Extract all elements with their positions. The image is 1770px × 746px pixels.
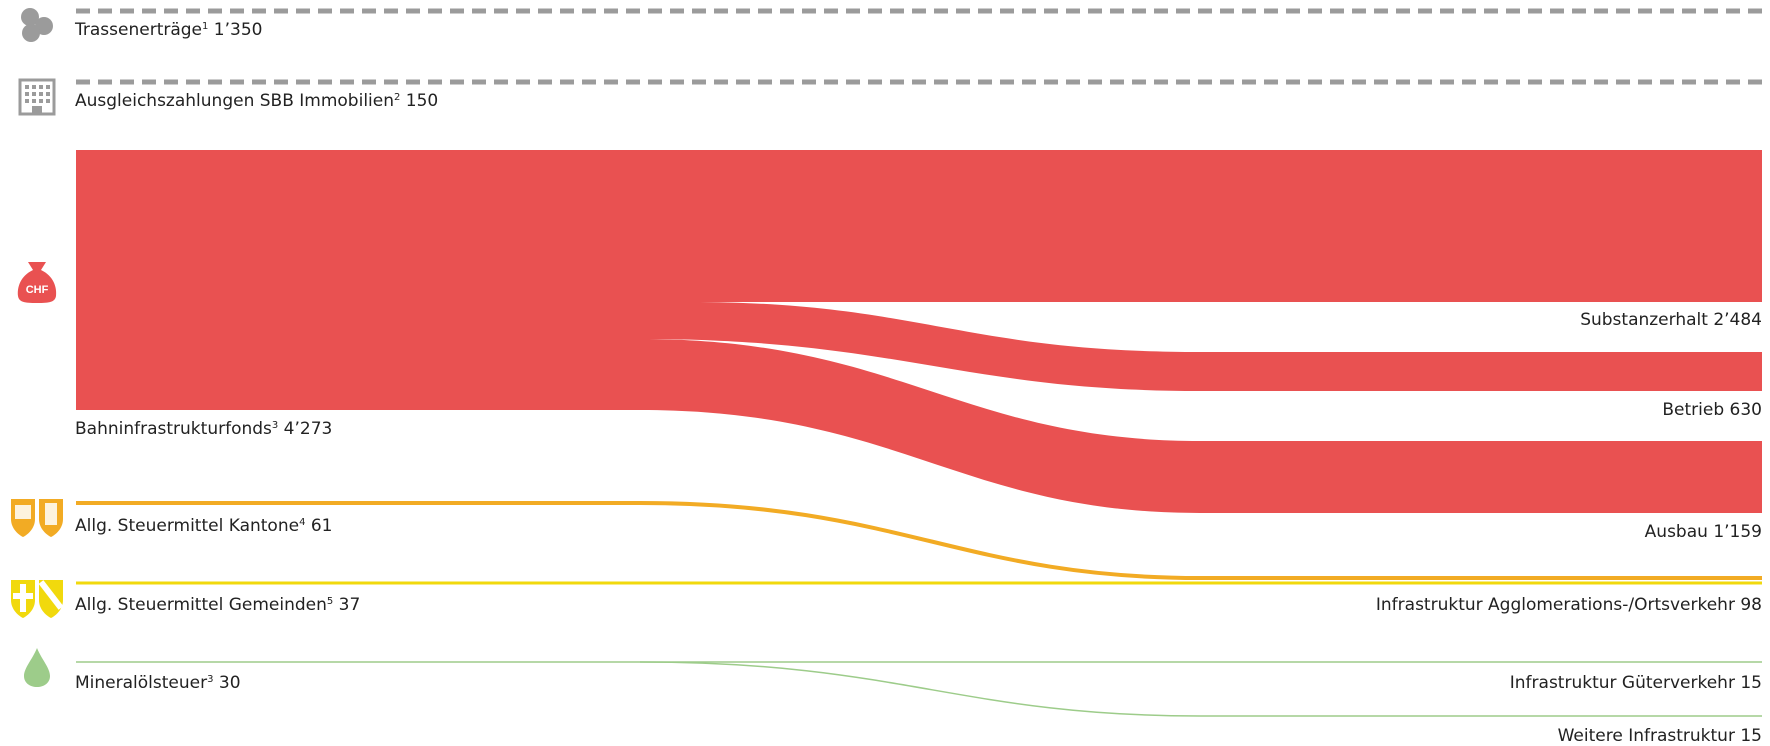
- target-label-betrieb: Betrieb 630: [1662, 400, 1762, 420]
- target-label-weitere: Weitere Infrastruktur 15: [1557, 726, 1762, 746]
- target-label-substanz: Substanzerhalt 2’484: [1580, 310, 1762, 330]
- source-label-trassen: Trassenerträge1 1’350: [75, 20, 263, 40]
- flow-fonds-betrieb: [640, 302, 1762, 391]
- fonds-source-bar: [76, 150, 640, 410]
- source-label-gemeinden: Allg. Steuermittel Gemeinden5 37: [75, 595, 361, 615]
- source-label-immobilien: Ausgleichszahlungen SBB Immobilien2 150: [75, 91, 439, 111]
- source-label-kantone: Allg. Steuermittel Kantone4 61: [75, 516, 333, 536]
- money-bag-icon: CHF: [17, 262, 57, 303]
- coins-icon: [21, 8, 53, 42]
- flow-kantone-agglo: [76, 501, 1762, 580]
- flow-mineral-weitere: [639, 661, 1762, 717]
- canton-shields-icon: [11, 499, 63, 537]
- source-label-mineral: Mineralölsteuer3 30: [75, 673, 241, 693]
- flow-fonds-ausbau: [640, 339, 1762, 513]
- source-label-fonds: Bahninfrastrukturfonds3 4’273: [75, 419, 333, 439]
- target-label-agglo: Infrastruktur Agglomerations-/Ortsverkeh…: [1375, 595, 1762, 615]
- target-label-gueter: Infrastruktur Güterverkehr 15: [1509, 673, 1762, 693]
- municipality-shields-icon: [11, 580, 64, 618]
- target-label-ausbau: Ausbau 1’159: [1644, 522, 1762, 542]
- building-icon: [18, 78, 56, 116]
- oil-drop-icon: [24, 648, 50, 687]
- money-bag-label: CHF: [26, 284, 49, 296]
